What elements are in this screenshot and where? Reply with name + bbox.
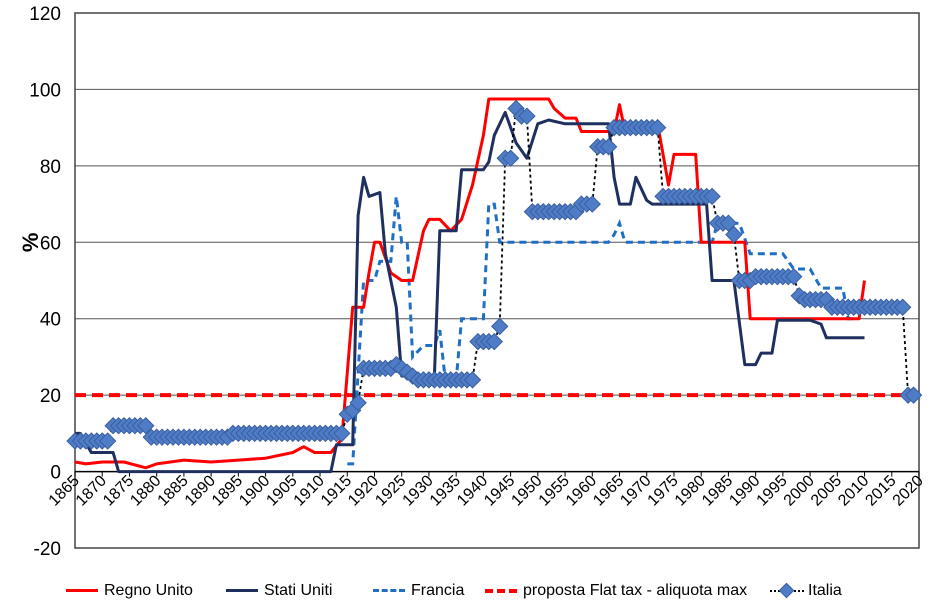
data-point	[463, 371, 482, 389]
data-point	[648, 118, 667, 137]
x-tick-label: 1880	[127, 472, 164, 509]
data-point	[583, 195, 601, 213]
x-tick-label: 1875	[100, 472, 137, 509]
y-tick-label: 80	[40, 157, 61, 178]
series-italia	[66, 99, 923, 450]
legend-label: Francia	[411, 582, 465, 599]
y-tick-label: 40	[40, 310, 61, 331]
x-tick-label: 1990	[726, 472, 763, 509]
x-tick-label: 1945	[481, 472, 518, 509]
y-tick-label: 60	[40, 233, 61, 254]
data-point	[137, 417, 155, 435]
x-tick-label: 1960	[563, 472, 600, 509]
legend-swatch	[770, 582, 804, 599]
x-tick-label: 1910	[291, 472, 328, 509]
legend-flat-tax: proposta Flat tax - aliquota max	[485, 582, 747, 600]
x-tick-label: 1980	[672, 472, 709, 509]
x-tick-label: 1900	[236, 472, 273, 509]
data-point	[893, 298, 912, 316]
data-point	[719, 214, 738, 232]
x-tick-label: 1930	[400, 472, 437, 509]
y-tick-label: 0	[50, 463, 61, 484]
x-tick-label: 1995	[754, 472, 791, 509]
data-point	[904, 386, 923, 404]
x-tick-label: 1920	[345, 472, 382, 509]
x-tick-label: 1870	[73, 472, 110, 509]
x-tick-label: 1965	[590, 472, 627, 509]
x-tick-label: 2020	[890, 472, 927, 509]
x-tick-label: 1955	[536, 472, 573, 509]
legend-swatch	[485, 588, 517, 593]
legend-swatch	[66, 589, 98, 593]
y-tick-label: 20	[40, 386, 61, 407]
data-point	[349, 394, 367, 412]
x-tick-label: 2015	[862, 472, 899, 509]
x-tick-label: 1915	[318, 472, 355, 509]
plot-border	[74, 12, 920, 549]
data-point	[785, 267, 803, 286]
legend-label: proposta Flat tax - aliquota max	[523, 582, 748, 599]
x-tick-label: 1890	[182, 472, 219, 509]
legend-label: Stati Uniti	[264, 582, 333, 599]
series-stati-uniti	[75, 110, 865, 474]
data-point	[518, 107, 536, 125]
x-tick-label: 2010	[835, 472, 872, 509]
x-tick-label: 1975	[645, 472, 682, 509]
data-point	[501, 149, 520, 167]
y-tick-label: -20	[34, 539, 61, 560]
y-tick-label: 100	[29, 80, 61, 101]
legend-label: Italia	[808, 582, 842, 599]
y-tick-label: 120	[29, 4, 61, 25]
legend-label: Regno Unito	[104, 582, 193, 599]
legend-swatch	[373, 589, 405, 593]
data-point	[703, 187, 721, 206]
x-tick-label: 1950	[508, 472, 545, 509]
data-point	[333, 424, 351, 443]
y-axis-label: %	[18, 233, 43, 253]
x-tick-label: 2005	[808, 472, 845, 509]
series-line	[75, 110, 865, 474]
x-tick-label: 1885	[155, 472, 192, 509]
x-tick-label: 1985	[699, 472, 736, 509]
data-point	[599, 138, 618, 156]
data-point	[98, 432, 117, 450]
data-point	[725, 225, 743, 244]
x-tick-label: 1935	[427, 472, 464, 509]
x-tick-label: 1905	[263, 472, 300, 509]
data-point	[485, 332, 503, 351]
data-point	[491, 317, 509, 336]
legend-francia: Francia	[373, 582, 464, 600]
x-tick-label: 1925	[372, 472, 409, 509]
legend-regno-unito: Regno Unito	[66, 582, 193, 600]
x-tick-label: 2000	[781, 472, 818, 509]
x-tick-label: 1895	[209, 472, 246, 509]
legend-italia: Italia	[770, 582, 842, 600]
legend-swatch	[226, 589, 258, 593]
legend-stati-uniti: Stati Uniti	[226, 582, 332, 600]
x-tick-label: 1940	[454, 472, 491, 509]
x-tick-label: 1970	[617, 472, 654, 509]
